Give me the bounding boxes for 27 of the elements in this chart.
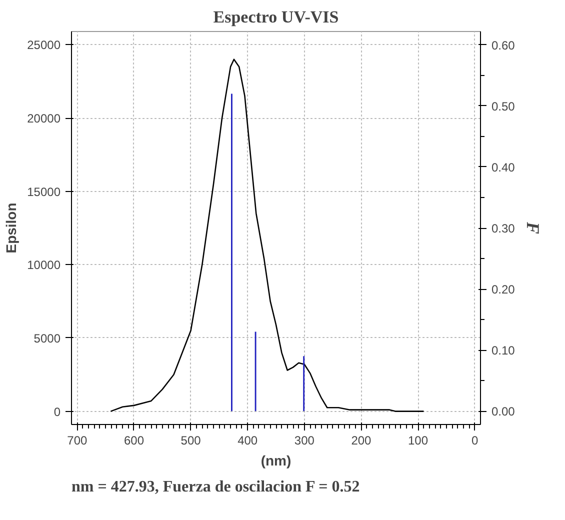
y2-tick-label: 0.10 bbox=[492, 344, 516, 358]
y2-tick-label: 0.40 bbox=[492, 160, 516, 174]
y-tick-label: 15000 bbox=[27, 184, 61, 199]
x-tick-label: 700 bbox=[67, 434, 88, 448]
y2-tick-label: 0.60 bbox=[492, 38, 516, 52]
y-tick-label: 5000 bbox=[34, 331, 61, 346]
x-tick-label: 600 bbox=[124, 434, 144, 448]
y2-tick-label: 0.00 bbox=[492, 404, 516, 419]
x-tick-label: 0 bbox=[471, 434, 478, 448]
x-tick-label: 400 bbox=[238, 434, 258, 448]
text: nm = 427.93, Fuerza de oscilacion F = 0.52 bbox=[72, 478, 360, 496]
line-series bbox=[110, 58, 424, 412]
x-tick-label: 200 bbox=[351, 434, 372, 448]
y-tick-label: 25000 bbox=[27, 38, 61, 52]
y2-tick-label: 0.50 bbox=[492, 99, 516, 114]
chart-title: Espectro UV-VIS bbox=[213, 8, 339, 26]
x-tick-label: 100 bbox=[408, 434, 428, 448]
y-axis-title: Epsilon bbox=[3, 202, 20, 254]
x-tick-label: 500 bbox=[180, 434, 202, 448]
x-axis-title: (nm) bbox=[260, 452, 292, 468]
x-tick-label: 300 bbox=[294, 434, 315, 448]
y2-tick-label: 0.20 bbox=[492, 282, 516, 297]
y2-tick-label: 0.30 bbox=[492, 222, 516, 236]
y2-axis-title: F bbox=[522, 220, 543, 234]
y-tick-label: 20000 bbox=[27, 112, 61, 126]
y-tick-label: 10000 bbox=[27, 258, 61, 272]
y-tick-label: 0 bbox=[54, 404, 61, 419]
